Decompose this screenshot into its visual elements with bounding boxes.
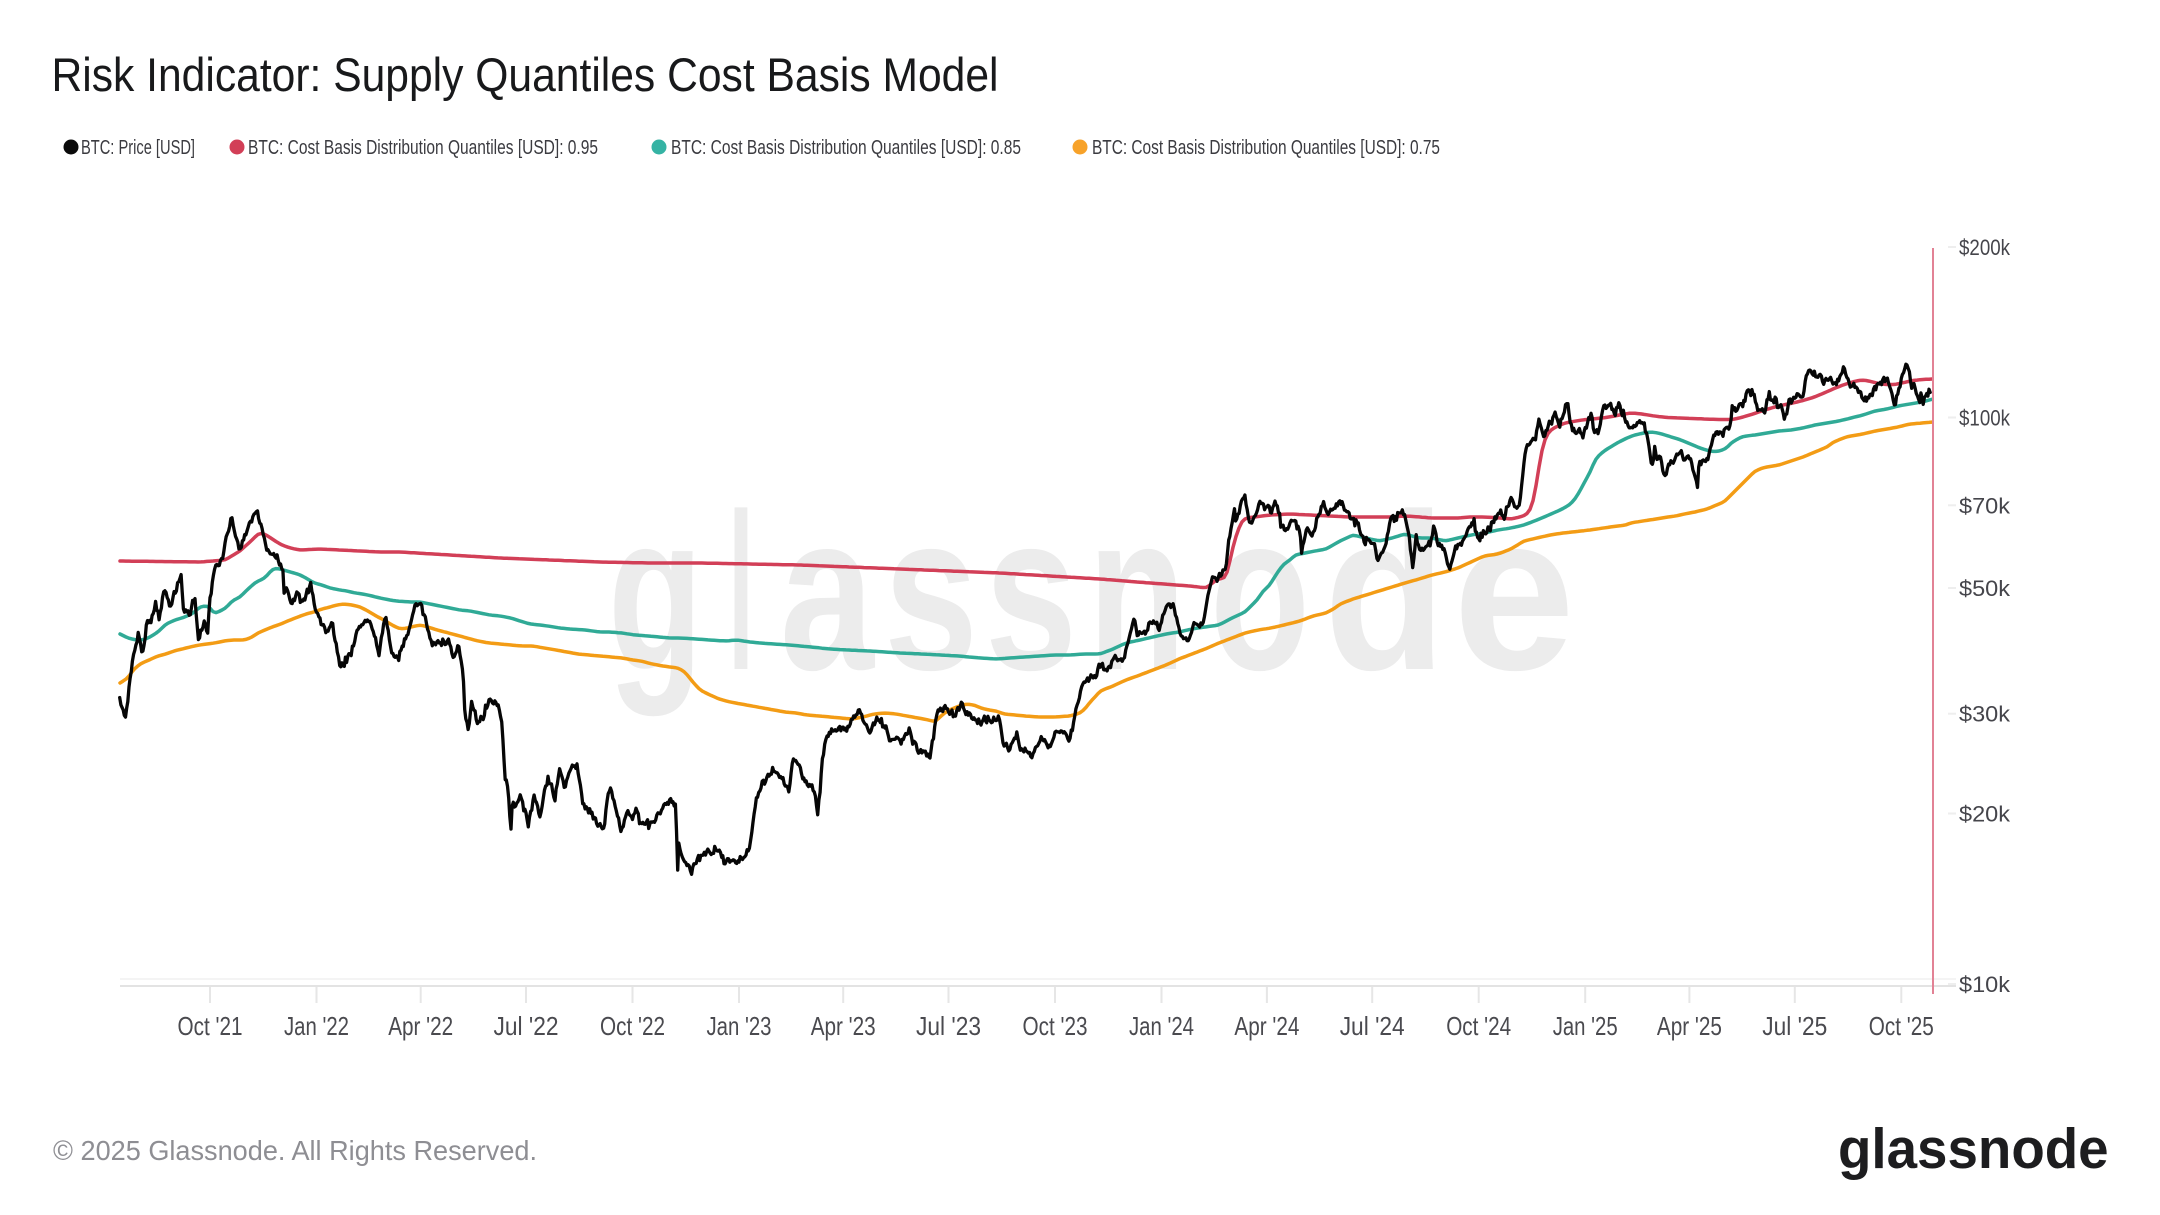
svg-text:$70k: $70k xyxy=(1959,493,2011,518)
svg-text:a: a xyxy=(780,468,875,717)
svg-text:$100k: $100k xyxy=(1959,406,2011,431)
svg-text:n: n xyxy=(1088,468,1186,717)
svg-text:$200k: $200k xyxy=(1959,235,2011,260)
svg-text:BTC: Cost Basis Distribution Q: BTC: Cost Basis Distribution Quantiles [… xyxy=(248,137,598,159)
svg-text:BTC: Price [USD]: BTC: Price [USD] xyxy=(81,137,195,159)
svg-text:Apr '23: Apr '23 xyxy=(811,1011,876,1041)
svg-text:Jul '24: Jul '24 xyxy=(1340,1011,1405,1041)
svg-text:Oct '25: Oct '25 xyxy=(1869,1011,1934,1041)
svg-text:s: s xyxy=(884,468,978,717)
svg-text:Jan '24: Jan '24 xyxy=(1129,1011,1194,1041)
svg-text:glassnode: glassnode xyxy=(1838,1116,2109,1180)
svg-text:Jul '23: Jul '23 xyxy=(916,1011,981,1041)
svg-text:o: o xyxy=(1210,468,1310,717)
svg-text:l: l xyxy=(728,468,754,717)
svg-text:e: e xyxy=(1453,468,1575,717)
svg-text:Oct '23: Oct '23 xyxy=(1023,1011,1088,1041)
svg-text:$20k: $20k xyxy=(1959,802,2011,827)
svg-text:Jul '25: Jul '25 xyxy=(1762,1011,1827,1041)
svg-text:BTC: Cost Basis Distribution Q: BTC: Cost Basis Distribution Quantiles [… xyxy=(1092,137,1440,159)
svg-text:BTC: Cost Basis Distribution Q: BTC: Cost Basis Distribution Quantiles [… xyxy=(671,137,1021,159)
svg-text:Risk Indicator: Supply Quantil: Risk Indicator: Supply Quantiles Cost Ba… xyxy=(52,48,999,101)
svg-text:Jan '22: Jan '22 xyxy=(284,1011,349,1041)
svg-text:Apr '22: Apr '22 xyxy=(388,1011,453,1041)
svg-text:Jul '22: Jul '22 xyxy=(494,1011,559,1041)
svg-text:Jan '25: Jan '25 xyxy=(1553,1011,1618,1041)
svg-text:s: s xyxy=(985,468,1077,717)
svg-text:Apr '25: Apr '25 xyxy=(1657,1011,1722,1041)
svg-text:Oct '22: Oct '22 xyxy=(600,1011,665,1041)
svg-text:© 2025 Glassnode. All Rights R: © 2025 Glassnode. All Rights Reserved. xyxy=(53,1135,537,1166)
svg-text:g: g xyxy=(608,468,703,717)
svg-text:Oct '24: Oct '24 xyxy=(1446,1011,1511,1041)
svg-text:Apr '24: Apr '24 xyxy=(1234,1011,1299,1041)
svg-text:$30k: $30k xyxy=(1959,702,2011,727)
svg-text:$50k: $50k xyxy=(1959,576,2011,601)
svg-text:Jan '23: Jan '23 xyxy=(707,1011,772,1041)
svg-text:$10k: $10k xyxy=(1959,972,2011,997)
svg-text:Oct '21: Oct '21 xyxy=(178,1011,243,1041)
